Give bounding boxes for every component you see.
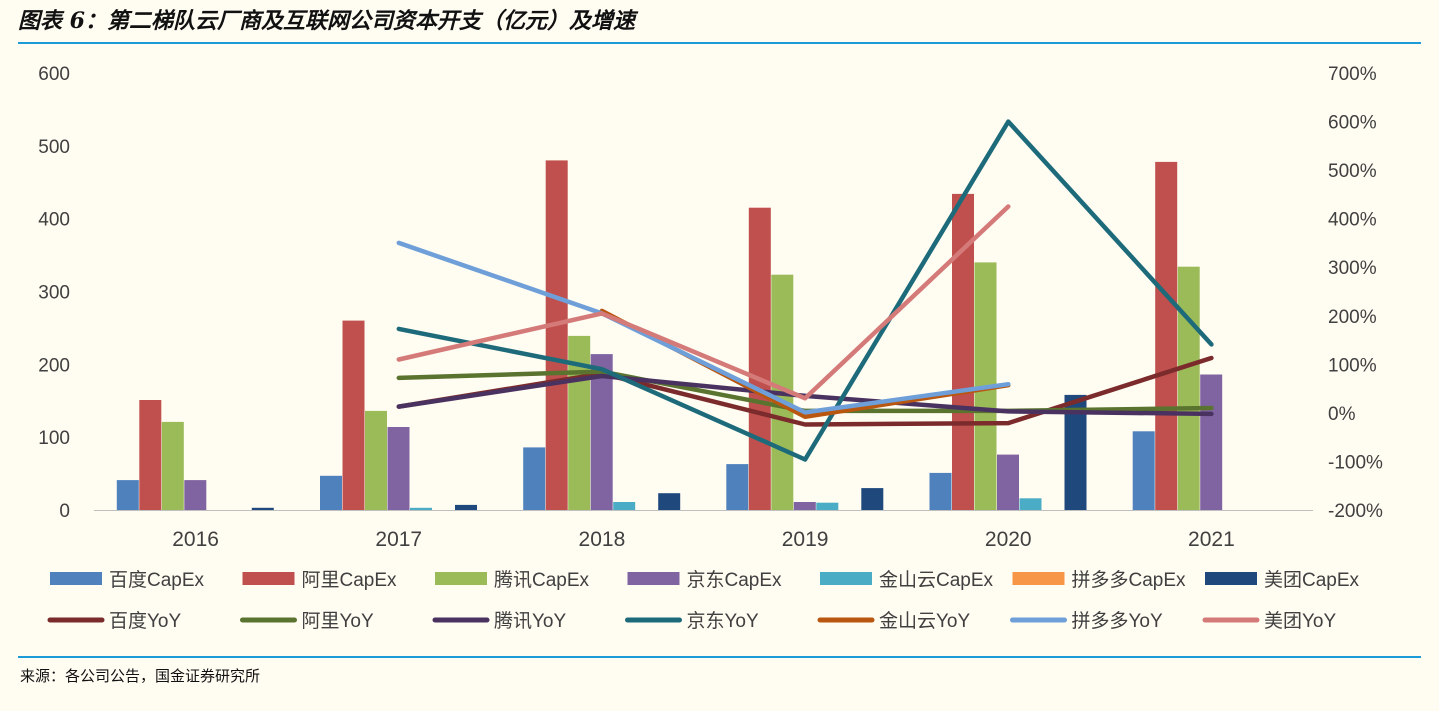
bar-金山云capex (613, 502, 636, 510)
y2-tick-label: 500% (1328, 161, 1377, 182)
bar-百度capex (929, 472, 952, 510)
axes-layer: 0 100 200 300 400 500 600 -200% -100% 0% 100% 200% 3… (38, 64, 1383, 551)
bar-百度capex (320, 475, 342, 510)
bar-京东capex (590, 354, 613, 510)
source-rule (18, 656, 1421, 658)
bar-百度capex (523, 447, 546, 510)
legend-label: 百度YoY (109, 610, 181, 632)
bar-京东capex (1200, 374, 1223, 510)
lines-layer (396, 119, 1214, 462)
capex-chart: 0 100 200 300 400 500 600 -200% -100% 0% 100% 200% 3… (38, 64, 1383, 632)
line-阿里yoy (396, 369, 1214, 414)
legend-label: 百度CapEx (109, 569, 205, 591)
line-美团yoy (396, 204, 1011, 401)
legend-label: 阿里CapEx (302, 569, 398, 591)
source-note: 来源：各公司公告，国金证券研究所 (20, 667, 261, 685)
bar-金山云capex (410, 507, 432, 510)
x-tick-label: 2016 (172, 528, 219, 551)
bar-百度capex (1132, 431, 1155, 510)
bar-阿里capex (1155, 161, 1178, 510)
y2-tick-label: 300% (1328, 258, 1377, 279)
y2-tick-label: -100% (1328, 452, 1383, 473)
legend-label: 京东YoY (687, 610, 759, 632)
bar-阿里capex (748, 207, 771, 510)
bar-百度capex (116, 480, 139, 510)
legend-label: 阿里YoY (302, 610, 374, 632)
bar-阿里capex (342, 320, 365, 510)
line-拼多多yoy (396, 240, 1011, 415)
x-tick-label: 2021 (1188, 528, 1235, 551)
bar-京东capex (184, 480, 207, 510)
legend-swatch (1012, 572, 1065, 585)
bar-百度capex (726, 464, 749, 510)
y-tick-label: 600 (38, 64, 70, 85)
y2-tick-label: 600% (1328, 113, 1377, 134)
bar-京东capex (387, 427, 410, 510)
y2-tick-label: 100% (1328, 355, 1377, 376)
line-金山云yoy (599, 308, 1011, 420)
y-tick-label: 0 (59, 501, 70, 522)
legend-label: 拼多多YoY (1072, 610, 1163, 632)
y2-tick-label: 400% (1328, 210, 1377, 231)
y-tick-label: 200 (38, 355, 70, 376)
legend-swatch (1205, 572, 1257, 585)
bar-美团capex (658, 493, 681, 510)
bar-京东capex (997, 454, 1019, 510)
legend-label: 京东CapEx (687, 569, 783, 591)
legend-label: 腾讯YoY (494, 610, 566, 632)
line-京东yoy (396, 119, 1214, 462)
legend-label: 拼多多CapEx (1072, 569, 1187, 591)
y-tick-label: 400 (38, 210, 70, 231)
legend-label: 美团CapEx (1264, 569, 1360, 591)
bar-阿里capex (139, 400, 162, 510)
bar-腾讯capex (1177, 266, 1200, 510)
y-tick-label: 100 (38, 428, 70, 449)
x-tick-label: 2017 (375, 528, 422, 551)
bar-腾讯capex (365, 410, 387, 510)
legend-label: 美团YoY (1264, 610, 1336, 632)
legend-swatch (50, 572, 102, 585)
legend-swatch (242, 572, 295, 585)
y2-tick-label: 200% (1328, 307, 1377, 328)
bars-layer (116, 160, 1223, 510)
bar-美团capex (455, 504, 477, 510)
bar-阿里capex (952, 193, 974, 510)
x-tick-label: 2019 (782, 528, 829, 551)
y-tick-label: 500 (38, 137, 70, 158)
x-tick-label: 2018 (579, 528, 626, 551)
bar-阿里capex (545, 160, 568, 510)
y2-tick-label: -200% (1328, 501, 1383, 522)
bar-美团capex (251, 507, 274, 510)
y-tick-label: 300 (38, 283, 70, 304)
y2-tick-label: 0% (1328, 404, 1356, 425)
bar-腾讯capex (161, 421, 184, 510)
bar-金山云capex (816, 502, 839, 510)
legend-label: 腾讯CapEx (494, 569, 590, 591)
title-rule (18, 42, 1421, 44)
x-tick-label: 2020 (985, 528, 1032, 551)
bar-京东capex (793, 502, 816, 510)
chart-legend: 百度CapEx 阿里CapEx 腾讯CapEx 京东CapEx 金山云CapEx 拼多多C… (47, 569, 1360, 632)
figure-title: 图表 6：第二梯队云厂商及互联网公司资本开支（亿元）及增速 (18, 8, 635, 34)
legend-swatch (627, 572, 680, 585)
legend-label: 金山云CapEx (879, 569, 994, 591)
bar-美团capex (861, 488, 884, 510)
bar-美团capex (1064, 394, 1087, 510)
bar-金山云capex (1019, 498, 1042, 510)
legend-label: 金山云YoY (879, 610, 970, 632)
legend-swatch (820, 572, 872, 585)
legend-swatch (435, 572, 487, 585)
y2-tick-label: 700% (1328, 64, 1377, 85)
